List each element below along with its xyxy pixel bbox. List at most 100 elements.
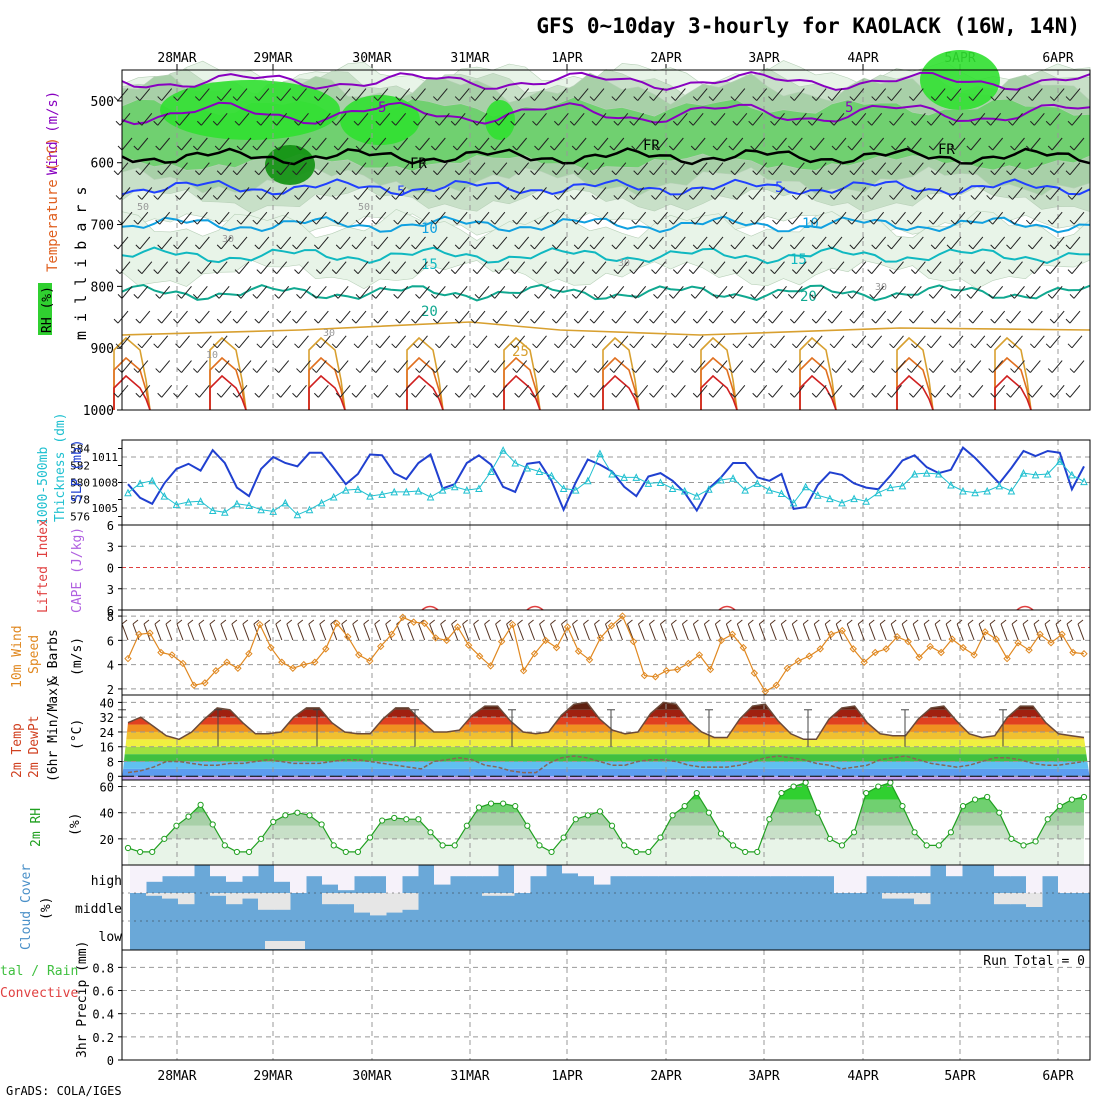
wind-10m-barb-flag: [978, 619, 985, 625]
wind-barb-flag: [173, 170, 178, 176]
wind-10m-barb-flag: [1033, 619, 1040, 625]
wind-barb-flag: [153, 269, 159, 274]
t2m-band: [122, 724, 1090, 732]
wind-barb: [577, 88, 589, 101]
wind-barb-flag: [887, 96, 892, 101]
wind-barb-flag: [1065, 392, 1071, 398]
wind-barb: [815, 162, 827, 176]
wind-barb: [359, 137, 371, 151]
label-cape: CAPE (J/kg): [70, 527, 85, 613]
wind-barb-flag: [452, 368, 458, 373]
rh-marker: [536, 842, 543, 849]
wind-10m-barb: [1044, 623, 1052, 641]
wind-barb-flag: [512, 219, 518, 225]
wind-barb: [653, 236, 664, 250]
wind-barb: [833, 112, 845, 126]
wind-barb-flag: [849, 170, 855, 176]
wind-10m-marker: [695, 651, 704, 659]
wind-barb-flag: [194, 170, 200, 176]
wind-barb-flag: [653, 294, 658, 299]
wind-barb-flag: [1008, 195, 1013, 200]
wind-barb-flag: [353, 343, 359, 349]
cloud-row-label: middle: [75, 902, 122, 917]
wind-barb-flag: [256, 343, 262, 349]
wind-barb: [139, 162, 151, 176]
wind-barb: [377, 88, 389, 101]
wind-barb-flag: [232, 96, 238, 101]
thickness-marker: [535, 467, 544, 475]
wind-10m-barb-flag: [308, 619, 315, 625]
wind-10m-barb-flag: [242, 619, 249, 625]
wind-barb-flag: [869, 219, 875, 225]
wind-barb: [754, 211, 766, 225]
rh-marker: [1008, 835, 1015, 842]
wind-barb-flag: [395, 318, 401, 324]
rh-marker: [233, 848, 241, 856]
wind-barb: [117, 236, 129, 250]
wind-barb: [1049, 187, 1061, 200]
slp-tick-label: 1005: [92, 502, 119, 515]
t2m-band: [122, 717, 1090, 725]
wind-10m-marker: [959, 643, 967, 652]
wind-barb-flag: [611, 392, 617, 398]
wind-barb-flag: [613, 343, 619, 349]
wind-barb: [1010, 310, 1021, 324]
wind-10m-marker: [838, 626, 846, 635]
cloud-gap-bar: [146, 893, 163, 896]
rh-marker: [790, 783, 797, 790]
rh-marker: [173, 822, 180, 829]
wind-10m-barb-flag: [473, 619, 479, 625]
wind-10m-barb-flag: [638, 619, 644, 625]
date-label-top: 29MAR: [253, 51, 292, 66]
wind-barb: [875, 88, 887, 101]
wind-10m-barb-flag: [363, 619, 370, 625]
wind-barb: [912, 88, 924, 101]
wind-barb: [555, 88, 567, 101]
label-t2m-1: 2m Temp: [10, 723, 25, 778]
wind-barb-flag: [732, 120, 738, 126]
wind-barb: [498, 187, 510, 200]
wind-barb: [615, 162, 627, 176]
wind-barb-flag: [294, 195, 299, 200]
wind-barb-flag: [133, 145, 139, 151]
rh-moist-patch: [160, 80, 340, 140]
cloud-gap-bar: [722, 865, 739, 877]
y-tick-label: 6: [107, 604, 114, 618]
wind-barb: [137, 137, 149, 151]
wind-barb: [159, 137, 171, 151]
wind-barb-flag: [430, 294, 436, 299]
wind-barb-flag: [910, 269, 916, 274]
date-label-bottom: 6APR: [1042, 1069, 1073, 1084]
wind-barb-flag: [292, 392, 297, 398]
wind-barb-flag: [415, 219, 420, 225]
wind-10m-marker: [904, 637, 912, 646]
wind-barb-flag: [137, 343, 143, 349]
wind-barb: [375, 360, 387, 373]
wind-10m-marker: [794, 657, 803, 665]
wind-barb: [910, 137, 922, 151]
precip-panel: 00.20.40.60.8 Run Total = 0: [92, 949, 1091, 1068]
wind-10m-marker: [256, 620, 264, 629]
wind-barb: [736, 335, 748, 349]
wind-barb-flag: [926, 195, 932, 200]
wind-barb-flag: [692, 318, 698, 324]
wind-barb-flag: [668, 294, 674, 299]
wind-barb-flag: [609, 294, 615, 299]
wind-barb-flag: [593, 145, 599, 151]
rh-marker: [124, 844, 132, 852]
wind-barb-flag: [551, 318, 557, 324]
wind-barb: [637, 162, 649, 176]
wind-barb-flag: [296, 145, 301, 151]
wind-barb: [337, 211, 349, 225]
wind-barb: [395, 261, 407, 274]
temp-contour-5: [121, 178, 1091, 196]
rh-marker: [705, 809, 712, 816]
wind-10m-barb: [1066, 623, 1074, 641]
wind-barb: [853, 236, 865, 250]
wind-barb-flag: [472, 269, 478, 274]
wind-barb: [595, 335, 607, 349]
wind-barb-flag: [252, 368, 258, 373]
wind-barb: [419, 137, 430, 151]
wind-barb-flag: [906, 145, 912, 151]
